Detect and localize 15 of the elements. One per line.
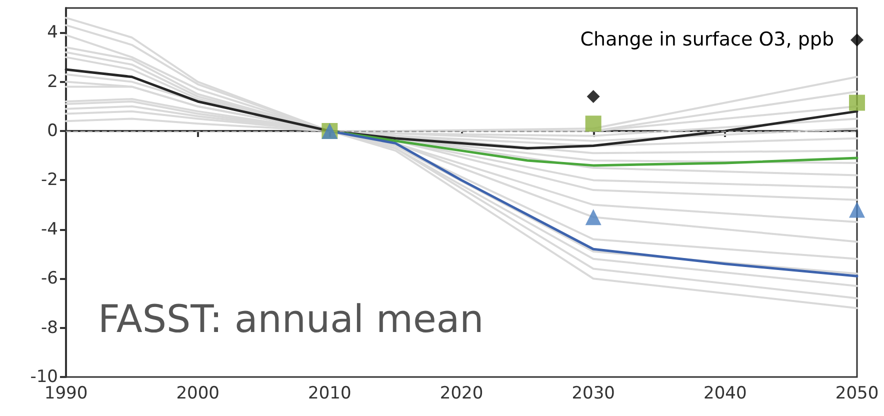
y-tick-label: -4 [41,219,58,240]
x-tick-label: 2050 [835,384,879,404]
x-tick-label: 2030 [572,384,615,404]
y-tick-label: 2 [47,72,58,92]
y-tick-label: 0 [47,121,58,141]
y-tick-label: -8 [41,318,58,338]
y-tick-label: -2 [41,170,58,190]
annotation: FASST: annual mean [98,297,484,341]
x-tick-label: 2010 [308,384,352,404]
annotation: Change in surface O3, ppb [580,28,834,50]
y-tick-label: 4 [47,22,58,43]
x-tick-label: 2020 [440,384,484,404]
y-tick-label: -6 [41,268,58,289]
x-tick-label: 2040 [704,384,747,404]
x-tick-label: 2000 [176,384,220,404]
